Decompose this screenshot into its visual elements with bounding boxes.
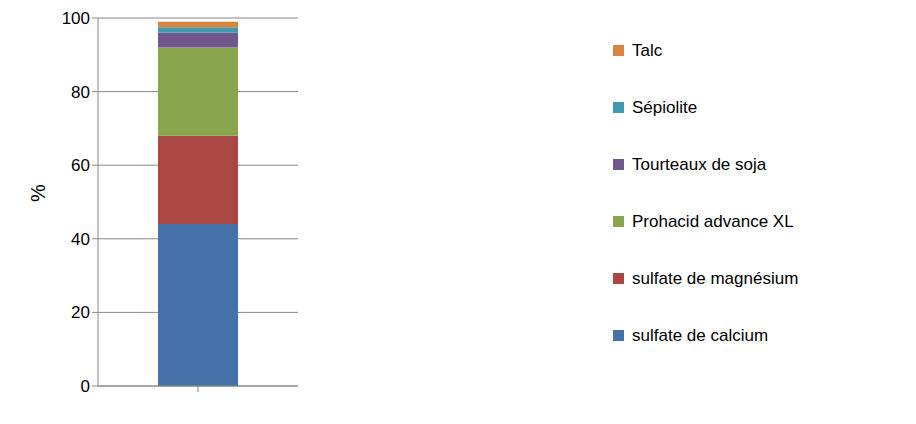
html-text:sulfate de calcium: sulfate de calcium xyxy=(632,325,769,345)
svg-text:%: % xyxy=(27,184,49,202)
html-text:Talc: Talc xyxy=(632,40,663,60)
svg-text:100: 100 xyxy=(62,9,90,28)
svg-text:20: 20 xyxy=(71,303,90,322)
svg-text:60: 60 xyxy=(71,156,90,175)
html-text:sulfate de magnésium: sulfate de magnésium xyxy=(632,268,799,288)
svg-text:40: 40 xyxy=(71,230,90,249)
svg-text:0: 0 xyxy=(81,377,90,396)
html-text:Prohacid advance XL: Prohacid advance XL xyxy=(632,211,794,231)
html-text:Sépiolite: Sépiolite xyxy=(632,97,698,117)
svg-text:80: 80 xyxy=(71,83,90,102)
html-text:Tourteaux de soja: Tourteaux de soja xyxy=(632,154,767,174)
